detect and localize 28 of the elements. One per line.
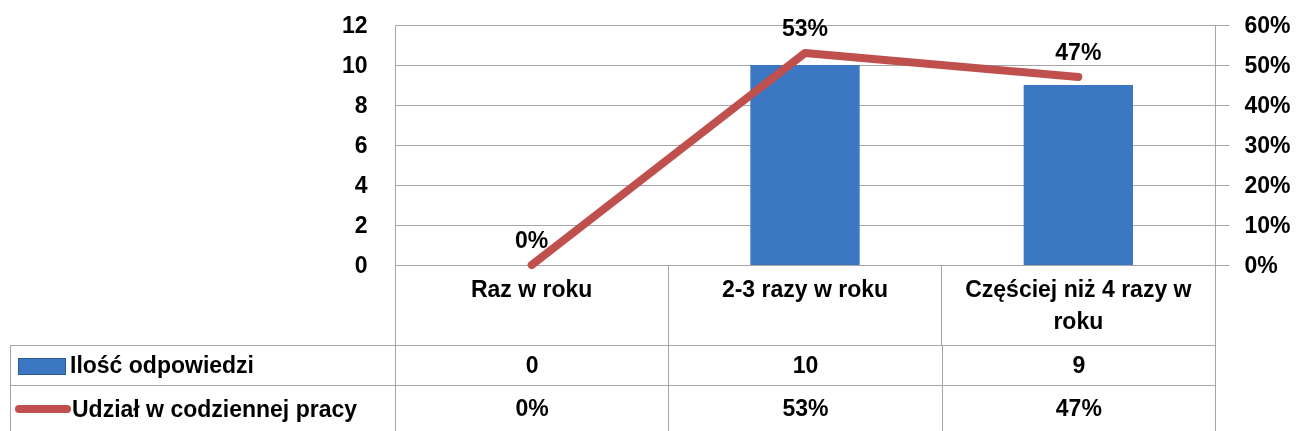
text: 53% (781, 15, 829, 41)
data-label: 9 (942, 345, 1216, 386)
legend-label: Udział w codziennej pracy (72, 395, 358, 422)
data-label: 53% (668, 385, 943, 431)
y-tick-label: 0 (354, 251, 368, 278)
data-label: 0 (395, 345, 669, 386)
y-tick-label: 12 (341, 11, 368, 38)
y-tick-label: 2 (354, 211, 368, 238)
y-tick-label: 4 (354, 171, 368, 198)
x-tick-label: 2-3 razy w roku (721, 275, 889, 302)
y-tick-label: 8 (354, 91, 368, 118)
y-tick-label: 10 (341, 51, 368, 78)
y2-tick-label: 0% (1244, 251, 1278, 278)
legend-label: Ilość odpowiedzi (70, 352, 255, 379)
data-label: 0% (395, 385, 669, 431)
text: 47% (1055, 39, 1102, 65)
data-label: 10 (668, 345, 943, 386)
x-tick-label: Raz w roku (470, 275, 593, 302)
text: 0% (515, 227, 549, 253)
y2-tick-label: 30% (1244, 131, 1291, 158)
data-label: 47% (942, 385, 1216, 431)
y2-tick-label: 20% (1244, 171, 1291, 198)
y2-tick-label: 40% (1244, 91, 1291, 118)
x-tick-label: Częściej niż 4 razy w roku (965, 275, 1192, 334)
y2-tick-label: 60% (1244, 11, 1291, 38)
y2-tick-label: 10% (1244, 211, 1291, 238)
y-tick-label: 6 (354, 131, 368, 158)
y2-tick-label: 50% (1244, 51, 1291, 78)
